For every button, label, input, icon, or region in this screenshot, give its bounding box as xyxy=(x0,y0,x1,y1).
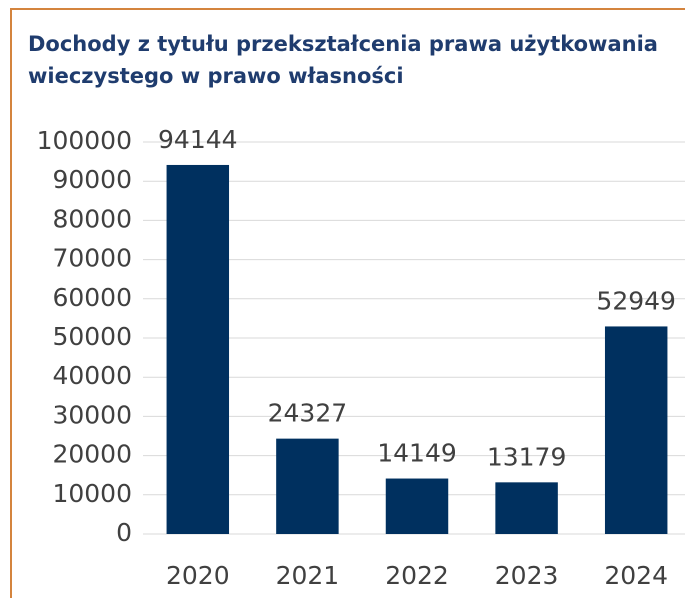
y-tick-label: 20000 xyxy=(52,440,132,469)
y-tick-label: 90000 xyxy=(52,165,132,194)
value-label: 94144 xyxy=(158,125,238,154)
value-label: 14149 xyxy=(377,439,457,468)
x-tick-label: 2024 xyxy=(604,561,668,590)
y-tick-label: 60000 xyxy=(52,283,132,312)
bar xyxy=(495,482,558,534)
y-tick-label: 100000 xyxy=(37,126,132,155)
y-tick-label: 0 xyxy=(116,518,132,547)
frame xyxy=(10,8,685,598)
chart-title: Dochody z tytułu przekształcenia prawa u… xyxy=(28,32,658,88)
bar xyxy=(276,438,339,534)
value-label: 24327 xyxy=(268,399,348,428)
bar xyxy=(166,164,230,535)
y-tick-label: 30000 xyxy=(52,400,132,429)
bar xyxy=(385,478,449,534)
y-tick-label: 50000 xyxy=(52,322,132,351)
x-tick-label: 2022 xyxy=(385,561,449,590)
value-label: 13179 xyxy=(487,442,567,471)
y-tick-label: 70000 xyxy=(52,244,132,273)
value-label: 52949 xyxy=(596,286,676,315)
x-tick-label: 2021 xyxy=(276,561,340,590)
y-tick-label: 80000 xyxy=(52,204,132,233)
y-tick-label: 10000 xyxy=(52,479,132,508)
bar xyxy=(604,326,668,534)
x-tick-label: 2023 xyxy=(495,561,559,590)
y-tick-label: 40000 xyxy=(52,361,132,390)
x-tick-label: 2020 xyxy=(166,561,230,590)
